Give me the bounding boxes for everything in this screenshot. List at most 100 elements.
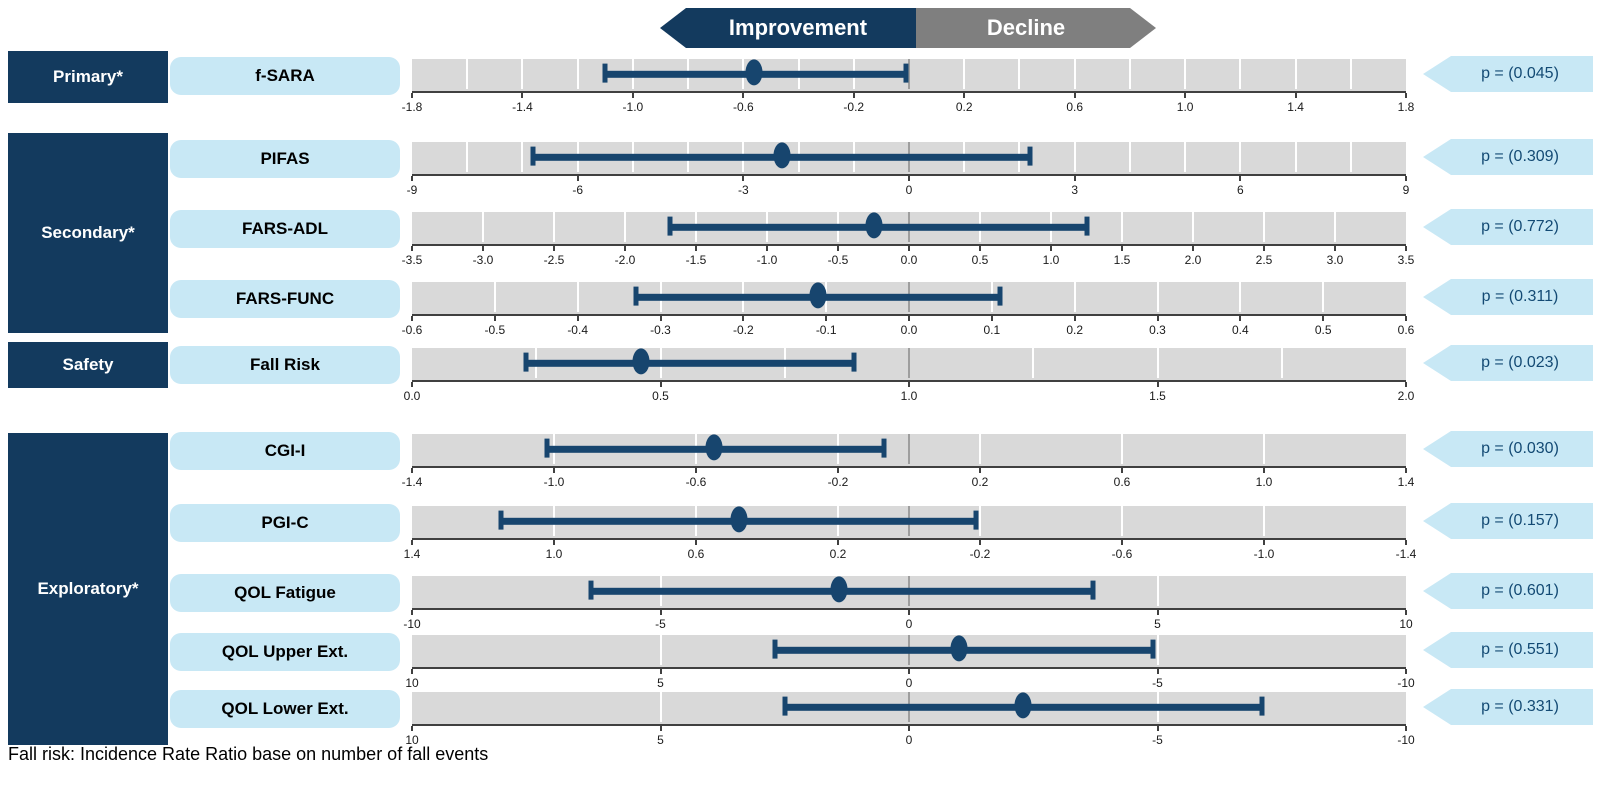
- axis-tick: [624, 246, 626, 251]
- measure-label-text: PGI-C: [261, 513, 309, 532]
- axis-tick-label: -0.5: [827, 253, 849, 267]
- axis-tick-label: -0.1: [815, 323, 837, 337]
- axis-tick: [1405, 540, 1407, 545]
- axis-tick: [1192, 246, 1194, 251]
- axis-tick-label: 0.1: [983, 323, 1001, 337]
- gridline: [659, 692, 662, 722]
- p-value-label: p = (0.030): [1481, 440, 1559, 457]
- ci-cap-left: [772, 639, 778, 659]
- axis-tick: [553, 468, 555, 473]
- plot-area: [412, 212, 1406, 246]
- gridline: [493, 282, 496, 312]
- axis-tick-label: 1.4: [1397, 475, 1415, 489]
- p-value-tag: p = (0.309): [1423, 139, 1593, 175]
- axis-tick-label: -1.0: [622, 100, 644, 114]
- gridline: [482, 212, 484, 242]
- ci-cap-right: [851, 352, 857, 372]
- measure-label-text: CGI-I: [264, 441, 306, 460]
- axis-tick-label: 0: [905, 183, 913, 197]
- p-value-tag: p = (0.023): [1423, 345, 1593, 381]
- axis-tick: [908, 669, 910, 674]
- plot-area: [412, 576, 1406, 610]
- plot-row: 0.0 0.5 1.0 1.5 2.0: [404, 348, 1414, 406]
- axis-tick: [1156, 316, 1159, 321]
- p-value-label: p = (0.551): [1481, 641, 1559, 658]
- axis-tick: [553, 540, 555, 545]
- ci-cap-left: [633, 286, 639, 306]
- axis-tick: [1405, 316, 1407, 321]
- axis-tick-label: -0.2: [843, 100, 865, 114]
- p-value-label: p = (0.309): [1481, 148, 1559, 165]
- axis-tick: [1405, 176, 1407, 181]
- gridline: [1263, 434, 1265, 464]
- axis-tick-label: 0.2: [971, 475, 989, 489]
- gridline: [979, 506, 981, 536]
- gridline: [1263, 212, 1265, 242]
- axis-tick-label: 2.5: [1255, 253, 1273, 267]
- axis-tick-label: -2.5: [543, 253, 565, 267]
- gridline: [1280, 348, 1283, 378]
- axis-tick: [1121, 540, 1123, 545]
- axis-tick: [695, 468, 697, 473]
- improvement-arrow: Improvement: [660, 8, 916, 48]
- reference-line: [908, 59, 910, 89]
- p-value-tag: p = (0.157): [1423, 503, 1593, 539]
- gridline: [1349, 59, 1352, 89]
- axis-tick: [837, 246, 839, 251]
- p-value-tag: p = (0.030): [1423, 431, 1593, 467]
- gridline: [1156, 282, 1159, 312]
- ci-cap-right: [903, 63, 909, 83]
- category-label: Primary*: [53, 67, 123, 86]
- gridline: [1121, 434, 1123, 464]
- axis-tick-label: 1.0: [1176, 100, 1194, 114]
- axis-tick-label: -1.4: [401, 475, 423, 489]
- measure-label-text: PIFAS: [260, 149, 310, 168]
- ci-cap-left: [544, 438, 550, 458]
- axis-tick-label: 0.6: [687, 547, 705, 561]
- plot-row: -10 -5 0 5 10: [403, 576, 1413, 634]
- axis-tick: [553, 246, 555, 251]
- axis-tick: [742, 176, 745, 181]
- axis-tick-label: 3.0: [1326, 253, 1344, 267]
- axis-tick-label: -6: [572, 183, 583, 197]
- p-value-label: p = (0.601): [1481, 582, 1559, 599]
- measure-label-text: f-SARA: [255, 66, 315, 85]
- gridline: [1073, 282, 1076, 312]
- axis-tick-label: -0.6: [1111, 547, 1133, 561]
- axis-tick: [1121, 246, 1123, 251]
- p-value-tag: p = (0.045): [1423, 56, 1593, 92]
- estimate-dot: [705, 434, 723, 461]
- measure-label: QOL Lower Ext.: [170, 690, 400, 728]
- axis-tick-label: 1.0: [545, 547, 563, 561]
- p-value-tag: p = (0.551): [1423, 632, 1593, 668]
- axis-tick: [1156, 382, 1159, 387]
- p-value-tag: p = (0.772): [1423, 209, 1593, 245]
- decline-label: Decline: [986, 15, 1066, 40]
- axis-tick-label: 2.0: [1397, 389, 1415, 403]
- axis-tick-label: -0.5: [484, 323, 506, 337]
- axis-tick: [411, 540, 413, 545]
- p-value-label: p = (0.772): [1481, 218, 1559, 235]
- category-label: Exploratory*: [37, 579, 139, 598]
- axis-tick: [411, 382, 413, 387]
- axis-tick: [411, 669, 413, 674]
- axis-tick: [659, 610, 662, 615]
- axis-tick-label: 0: [905, 733, 913, 747]
- measure-label: QOL Fatigue: [170, 574, 400, 612]
- axis-tick: [411, 726, 413, 731]
- ci-cap-right: [881, 438, 887, 458]
- gridline: [521, 59, 524, 89]
- axis-tick-label: -0.3: [650, 323, 671, 337]
- axis-tick: [1322, 316, 1325, 321]
- category-box: Secondary*: [8, 133, 168, 333]
- measure-label: QOL Upper Ext.: [170, 633, 400, 671]
- axis-tick-label: -0.6: [732, 100, 754, 114]
- axis-tick: [825, 316, 828, 321]
- gridline: [1334, 212, 1336, 242]
- estimate-dot: [730, 506, 748, 533]
- axis-tick: [411, 93, 413, 98]
- axis-tick: [1263, 468, 1265, 473]
- axis-tick: [411, 610, 413, 615]
- axis-tick-label: 10: [1399, 617, 1413, 631]
- axis-tick: [1156, 726, 1159, 731]
